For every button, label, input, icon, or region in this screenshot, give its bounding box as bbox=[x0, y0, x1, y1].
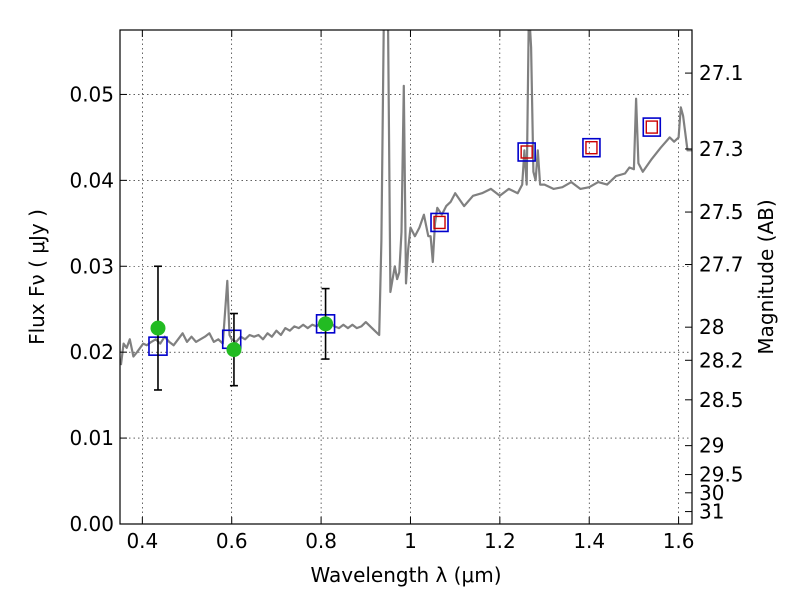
y-axis-label: Flux Fν ( μJy ) bbox=[25, 209, 49, 345]
mag-tick-label: 27.3 bbox=[699, 137, 744, 161]
spectrum-line bbox=[120, 30, 692, 366]
y-tick-label: 0.01 bbox=[69, 426, 114, 450]
model-ir-inner-square bbox=[585, 141, 598, 155]
mag-tick-label: 28.2 bbox=[699, 348, 744, 372]
axes: 0.4 0.6 0.8 1 1.2 1.4 1.6 0.00 0.01 0.02 0.03 0.04 0… bbox=[69, 30, 744, 553]
y2-axis-label: Magnitude (AB) bbox=[754, 199, 778, 354]
observed-point bbox=[318, 316, 334, 332]
x-tick-label: 0.6 bbox=[216, 529, 248, 553]
observed-point bbox=[226, 342, 242, 358]
y-tick-label: 0.04 bbox=[69, 168, 114, 192]
mag-tick-label: 27.7 bbox=[699, 253, 744, 277]
mag-tick-label: 31 bbox=[699, 500, 724, 524]
markers bbox=[148, 117, 662, 391]
mag-tick-label: 29.5 bbox=[699, 463, 744, 487]
model-ir-square bbox=[582, 137, 601, 158]
y-tick-label: 0.02 bbox=[69, 340, 114, 364]
y-tick-label: 0.00 bbox=[69, 512, 114, 536]
x-axis-label: Wavelength λ (μm) bbox=[310, 563, 501, 587]
x-tick-label: 1.6 bbox=[663, 529, 695, 553]
y-tick-label: 0.05 bbox=[69, 82, 114, 106]
y-tick-label: 0.03 bbox=[69, 254, 114, 278]
x-tick-label: 0.4 bbox=[126, 529, 158, 553]
x-tick-label: 1.4 bbox=[573, 529, 605, 553]
mag-tick-label: 27.1 bbox=[699, 61, 744, 85]
mag-tick-label: 30 bbox=[699, 481, 724, 505]
mag-tick-label: 29 bbox=[699, 434, 724, 458]
model-ir-inner-square bbox=[520, 145, 533, 159]
model-ir-square bbox=[642, 117, 662, 137]
model-ir-inner-square bbox=[645, 120, 658, 134]
mag-tick-label: 28.5 bbox=[699, 388, 744, 412]
x-tick-label: 1.2 bbox=[484, 529, 516, 553]
plot-frame bbox=[119, 29, 693, 525]
x-tick-label: 0.8 bbox=[305, 529, 337, 553]
plot-area bbox=[120, 30, 692, 366]
model-ir-square bbox=[517, 142, 536, 162]
mag-tick-label: 27.5 bbox=[699, 200, 744, 224]
mag-tick-label: 28 bbox=[699, 315, 724, 339]
model-ir-inner-square bbox=[433, 215, 446, 230]
observed-point bbox=[150, 320, 166, 336]
x-tick-label: 1 bbox=[404, 529, 417, 553]
model-ir-square bbox=[430, 212, 449, 233]
